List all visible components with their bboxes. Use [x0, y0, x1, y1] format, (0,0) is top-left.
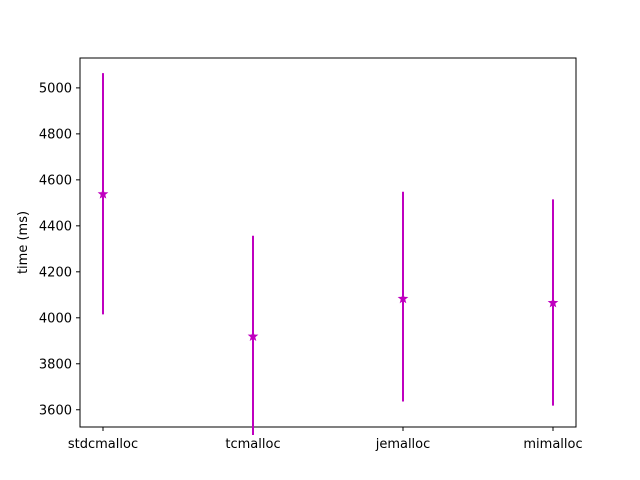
y-tick-label: 4000 [39, 311, 72, 326]
data-point-star [547, 297, 559, 308]
y-tick-label: 3800 [39, 357, 72, 372]
data-point-star [97, 188, 109, 199]
y-axis-label: time (ms) [16, 211, 31, 274]
x-tick-label: jemalloc [375, 437, 431, 452]
y-tick-label: 4800 [39, 127, 72, 142]
y-axis: 3600 3800 4000 4200 4400 4600 4800 5000 [39, 81, 80, 418]
data-marks [97, 73, 559, 436]
plot-area [79, 57, 577, 428]
x-tick-label: tcmalloc [225, 437, 280, 452]
y-tick-label: 3600 [39, 403, 72, 418]
data-point-star [247, 330, 259, 341]
x-tick-label: stdcmalloc [68, 437, 138, 452]
data-point-star [397, 293, 409, 304]
x-tick-label: mimalloc [523, 437, 582, 452]
y-tick-label: 4600 [39, 173, 72, 188]
y-tick-label: 5000 [39, 81, 72, 96]
x-axis: stdcmalloc tcmalloc jemalloc mimalloc [68, 427, 583, 452]
y-tick-label: 4200 [39, 265, 72, 280]
y-tick-label: 4400 [39, 219, 72, 234]
